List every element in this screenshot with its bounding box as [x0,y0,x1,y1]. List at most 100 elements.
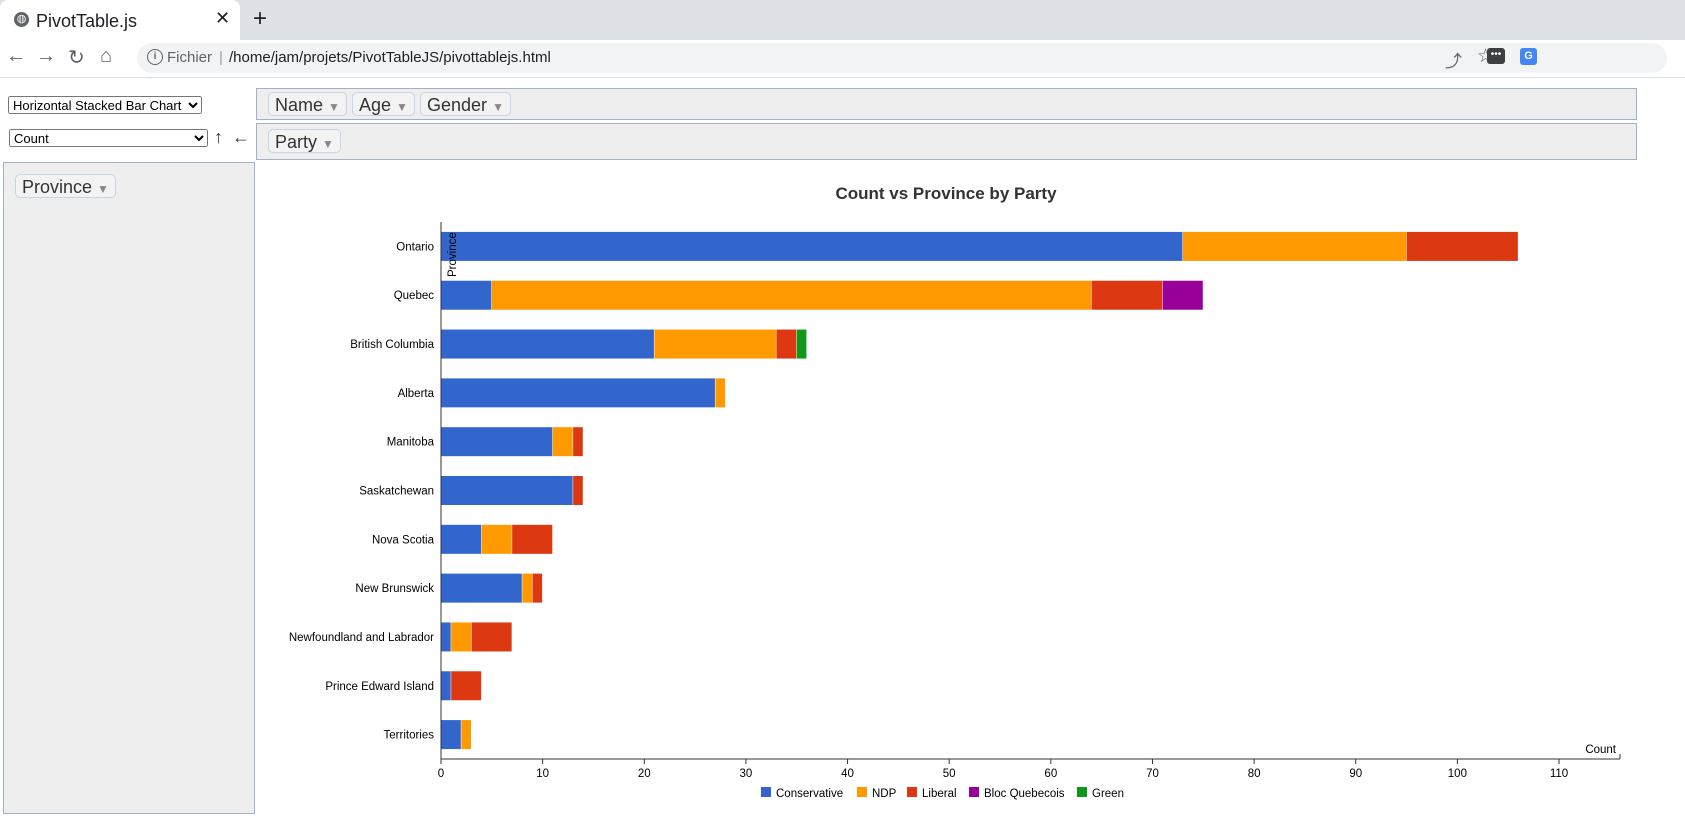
address-url[interactable]: /home/jam/projets/PivotTableJS/pivottabl… [229,49,551,66]
bar-segment[interactable] [451,622,471,652]
x-tick-label: 0 [438,768,444,780]
attr-pill-age[interactable]: Age ▼ [352,92,415,116]
tab-title: PivotTable.js [36,11,138,31]
bar-segment[interactable] [481,524,512,554]
category-label: Prince Edward Island [325,681,434,693]
bar-segment[interactable] [796,329,807,359]
renderer-select[interactable]: Horizontal Stacked Bar Chart [8,96,202,114]
bar-segment[interactable] [441,378,715,408]
legend-swatch [907,787,917,797]
attr-pill-gender[interactable]: Gender ▼ [420,92,511,116]
attr-label: Gender [427,95,488,115]
bar-segment[interactable] [552,427,573,457]
row-order-arrow-icon[interactable]: ↑ [214,127,223,147]
attr-label: Party [275,132,318,152]
x-tick-label: 100 [1448,768,1467,780]
x-tick-label: 10 [536,768,549,780]
bar-segment[interactable] [461,720,471,750]
x-tick-label: 110 [1550,768,1568,780]
share-icon[interactable]: ⤴ [1445,52,1462,71]
legend-label[interactable]: NDP [872,788,897,800]
attr-pill-name[interactable]: Name ▼ [268,92,347,116]
bar-segment[interactable] [776,329,797,359]
bars-group [441,231,1518,750]
category-label: Saskatchewan [359,486,434,498]
bar-segment[interactable] [715,378,726,408]
bar-segment[interactable] [573,427,583,457]
y-axis-label: Province [447,232,459,277]
bar-segment[interactable] [441,427,553,457]
x-tick-label: 80 [1248,768,1261,780]
bar-segment[interactable] [441,329,654,359]
bar-segment[interactable] [471,622,512,652]
bar-segment[interactable] [532,573,543,603]
x-ticks: 0 10 20 30 40 50 60 70 80 90 100 110 [438,759,1568,780]
x-tick-label: 50 [943,768,956,780]
category-label: Quebec [394,290,435,302]
attr-pill-province[interactable]: Province ▼ [15,174,116,198]
legend-label[interactable]: Conservative [776,788,843,800]
category-label: Newfoundland and Labrador [289,632,434,644]
attr-label: Age [359,95,392,115]
legend-swatch [857,787,867,797]
category-label: Territories [384,730,435,742]
bar-segment[interactable] [1162,280,1203,310]
reload-icon[interactable]: ↻ [68,47,85,69]
attr-label: Name [275,95,324,115]
back-arrow-icon[interactable]: ← [6,45,26,67]
attr-label: Province [22,177,93,197]
browser-toolbar: ← → ↻ ⌂ i Fichier | /home/jam/projets/Pi… [0,40,1685,78]
x-tick-label: 40 [841,768,854,780]
bar-segment[interactable] [573,476,583,505]
extension-icon[interactable]: ••• [1487,48,1505,64]
col-order-arrow-icon[interactable]: ← [232,127,250,147]
translate-icon[interactable]: G [1520,48,1537,65]
bar-segment[interactable] [441,720,461,750]
x-tick-label: 60 [1044,768,1057,780]
bar-segment[interactable] [441,573,522,603]
x-tick-label: 30 [740,768,753,780]
bar-segment[interactable] [441,476,573,505]
bar-segment[interactable] [441,671,451,701]
legend-label[interactable]: Liberal [922,788,957,800]
legend-swatch [1077,787,1087,797]
bar-segment[interactable] [441,231,1183,261]
new-tab-plus-icon[interactable]: + [253,5,268,32]
bar-segment[interactable] [441,524,482,554]
globe-icon: ◍ [14,12,29,27]
dropdown-triangle-icon[interactable]: ▼ [97,182,109,196]
bar-segment[interactable] [1182,231,1407,261]
bar-segment[interactable] [522,573,532,603]
bar-segment[interactable] [451,671,482,701]
info-icon[interactable]: i [147,49,163,65]
bar-segment[interactable] [512,524,553,554]
dropdown-triangle-icon[interactable]: ▼ [328,100,340,114]
row-attributes-area: Province ▼ [3,162,255,814]
legend: Conservative NDP Liberal Bloc Quebecois Gree… [761,787,1124,800]
category-label: New Brunswick [355,583,434,595]
bar-segment[interactable] [491,280,1091,310]
home-icon[interactable]: ⌂ [100,45,113,67]
attr-pill-party[interactable]: Party ▼ [268,129,341,153]
legend-swatch [761,787,771,797]
dropdown-triangle-icon[interactable]: ▼ [492,100,504,114]
category-label: Alberta [398,388,435,400]
browser-tab[interactable]: ◍ PivotTable.js ✕ [0,0,240,40]
x-tick-label: 70 [1146,768,1159,780]
legend-swatch [969,787,979,797]
bar-segment[interactable] [441,280,492,310]
bar-segment[interactable] [1091,280,1163,310]
bar-segment[interactable] [654,329,776,359]
address-separator: | [219,49,223,66]
legend-label[interactable]: Green [1092,788,1124,800]
address-bar[interactable]: i Fichier | /home/jam/projets/PivotTable… [137,43,1667,73]
dropdown-triangle-icon[interactable]: ▼ [396,100,408,114]
close-icon[interactable]: ✕ [215,8,231,28]
legend-label[interactable]: Bloc Quebecois [984,788,1065,800]
aggregator-select[interactable]: Count [9,129,208,147]
bar-segment[interactable] [441,622,451,652]
dropdown-triangle-icon[interactable]: ▼ [322,137,334,151]
category-label: Nova Scotia [372,534,435,546]
forward-arrow-icon[interactable]: → [36,45,56,67]
bar-segment[interactable] [1406,231,1518,261]
